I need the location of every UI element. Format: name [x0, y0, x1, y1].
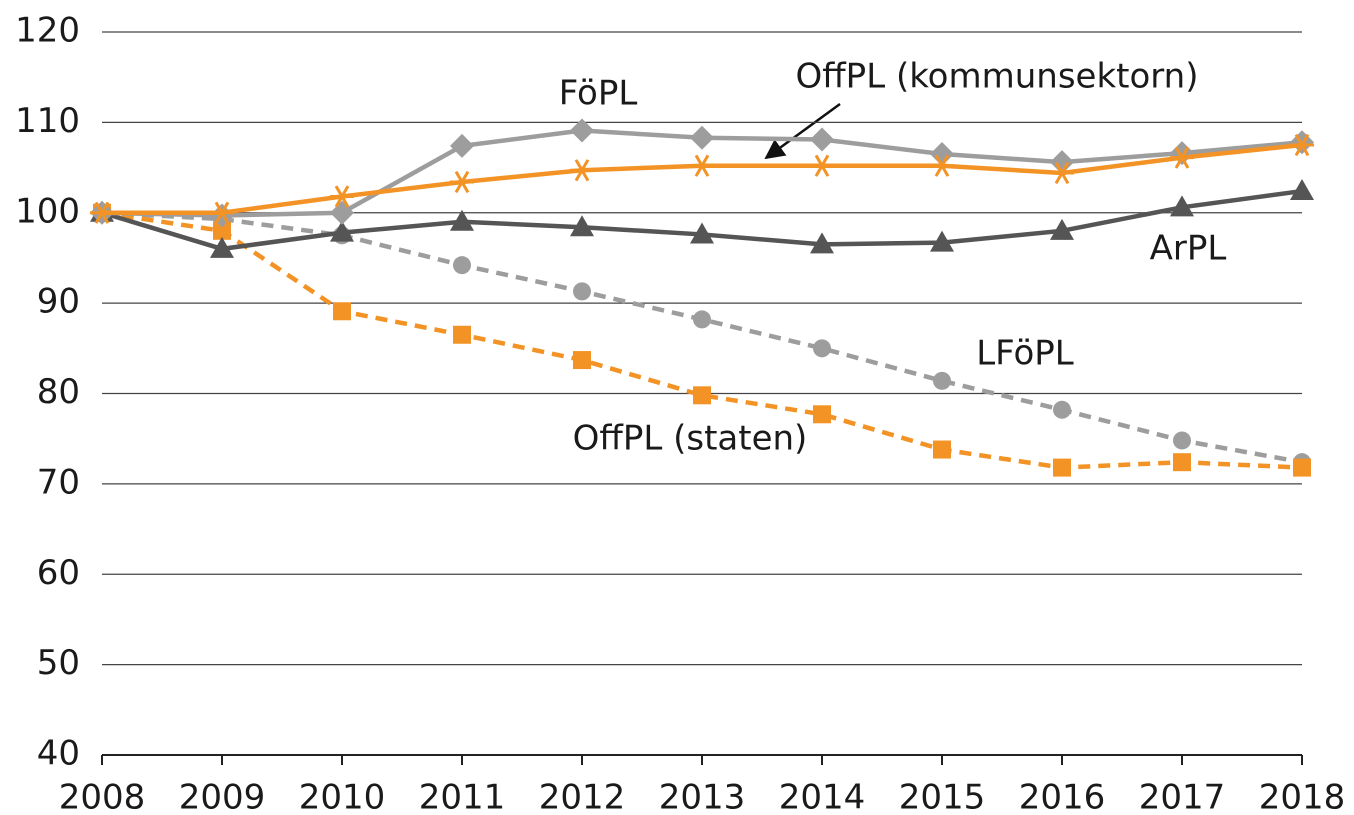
- series: [90, 118, 1314, 228]
- marker: [813, 405, 831, 424]
- marker: [1050, 218, 1074, 240]
- x-tick-label: 2010: [299, 778, 386, 815]
- marker: [330, 185, 354, 208]
- x-tick-label: 2009: [179, 778, 266, 815]
- marker: [1053, 400, 1071, 419]
- marker: [933, 440, 951, 459]
- x-tick-label: 2014: [779, 778, 866, 815]
- y-tick-label: 50: [37, 643, 80, 683]
- y-tick-label: 110: [15, 101, 80, 141]
- marker: [210, 201, 234, 224]
- marker: [1290, 179, 1314, 201]
- marker: [930, 154, 954, 177]
- marker: [690, 125, 714, 150]
- marker: [1173, 431, 1191, 450]
- marker: [1170, 146, 1194, 169]
- x-tick-label: 2017: [1139, 778, 1226, 815]
- marker: [933, 371, 951, 390]
- marker: [573, 351, 591, 370]
- annotation-arrow: [764, 102, 841, 160]
- marker: [1050, 161, 1074, 185]
- marker: [810, 127, 834, 152]
- marker: [693, 386, 711, 405]
- y-tick-label: 40: [37, 734, 80, 774]
- marker: [690, 154, 714, 177]
- series-label: LFöPL: [976, 334, 1074, 374]
- marker: [1170, 195, 1194, 217]
- series-label: FöPL: [559, 74, 638, 114]
- series: [90, 133, 1314, 224]
- marker: [810, 154, 834, 177]
- y-tick-label: 100: [15, 191, 80, 231]
- marker: [1050, 150, 1074, 175]
- y-tick-label: 90: [37, 282, 80, 322]
- marker: [690, 222, 714, 244]
- marker: [930, 230, 954, 252]
- marker: [453, 325, 471, 344]
- y-tick-label: 120: [15, 11, 80, 51]
- x-tick-label: 2015: [899, 778, 986, 815]
- x-tick-label: 2013: [659, 778, 746, 815]
- marker: [90, 201, 114, 224]
- y-tick-label: 80: [37, 372, 80, 412]
- marker: [213, 221, 231, 240]
- marker: [333, 302, 351, 321]
- marker: [1293, 458, 1311, 477]
- y-tick-label: 60: [37, 553, 80, 593]
- series-label: OffPL (kommunsektorn): [796, 57, 1199, 97]
- marker: [450, 209, 474, 231]
- marker: [813, 339, 831, 358]
- x-tick-label: 2012: [539, 778, 626, 815]
- x-tick-label: 2011: [419, 778, 506, 815]
- series-line: [102, 142, 1303, 215]
- series-label: ArPL: [1150, 229, 1227, 269]
- marker: [573, 282, 591, 301]
- marker: [570, 118, 594, 143]
- marker: [1170, 141, 1194, 166]
- marker: [1173, 453, 1191, 472]
- marker: [450, 170, 474, 194]
- marker: [930, 142, 954, 167]
- marker: [570, 215, 594, 237]
- marker: [1290, 133, 1314, 157]
- x-tick-label: 2008: [59, 778, 146, 815]
- marker: [693, 310, 711, 329]
- marker: [210, 236, 234, 258]
- series: [90, 179, 1314, 258]
- y-tick-label: 70: [37, 462, 80, 502]
- series-line: [101, 210, 1303, 470]
- x-tick-label: 2018: [1259, 778, 1346, 815]
- x-tick-label: 2016: [1019, 778, 1106, 815]
- marker: [450, 133, 474, 158]
- marker: [330, 200, 354, 225]
- marker: [810, 232, 834, 254]
- marker: [453, 256, 471, 275]
- marker: [330, 220, 354, 242]
- marker: [1053, 458, 1071, 477]
- marker: [570, 159, 594, 182]
- series-label: OffPL (staten): [573, 419, 808, 459]
